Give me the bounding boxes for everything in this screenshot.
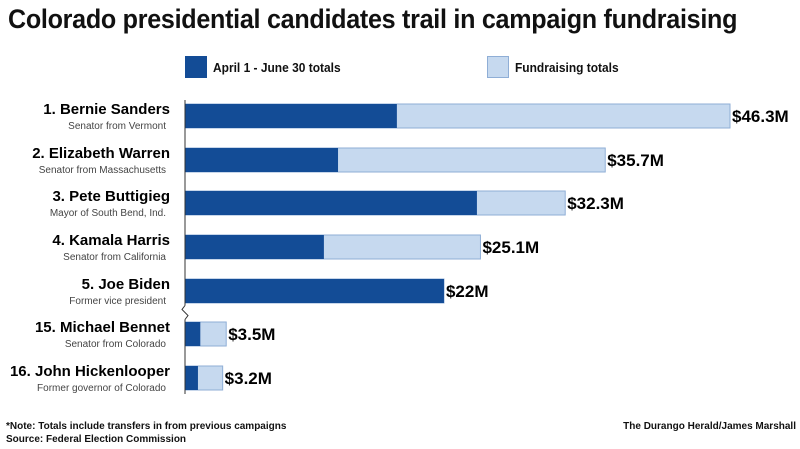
bar-q2 xyxy=(185,148,339,172)
category-subtitle: Senator from California xyxy=(63,252,166,263)
category-label: 4. Kamala Harris xyxy=(52,232,170,249)
legend-label-q2: April 1 - June 30 totals xyxy=(213,59,341,75)
data-label: $3.5M xyxy=(228,325,275,344)
bar-row: 16. John Hickenlooper Former governor of … xyxy=(10,363,272,394)
category-label: 16. John Hickenlooper xyxy=(10,363,170,380)
legend-item-total: Fundraising totals xyxy=(487,56,628,78)
chart-title: Colorado presidential candidates trail i… xyxy=(8,4,738,34)
bar-q2 xyxy=(185,322,201,346)
category-subtitle: Senator from Vermont xyxy=(68,121,166,132)
data-label: $22M xyxy=(446,282,489,301)
bar-row: 5. Joe Biden Former vice president $22M xyxy=(69,276,488,307)
legend-label-total: Fundraising totals xyxy=(515,59,619,75)
axis-break-marker xyxy=(181,305,189,320)
data-label: $35.7M xyxy=(607,151,664,170)
legend-swatch-q2 xyxy=(185,56,207,78)
category-subtitle: Former governor of Colorado xyxy=(37,383,166,394)
legend-swatch-total xyxy=(487,56,509,78)
category-label: 15. Michael Bennet xyxy=(35,319,170,336)
category-label: 3. Pete Buttigieg xyxy=(52,188,170,205)
bar-q2 xyxy=(185,191,477,215)
bar-row: 1. Bernie Sanders Senator from Vermont $46… xyxy=(43,101,788,132)
bar-q2 xyxy=(185,235,324,259)
category-label: 5. Joe Biden xyxy=(82,276,170,293)
category-subtitle: Senator from Colorado xyxy=(65,339,167,350)
category-subtitle: Mayor of South Bend, Ind. xyxy=(50,208,166,219)
category-label: 2. Elizabeth Warren xyxy=(32,145,170,162)
bar-row: 15. Michael Bennet Senator from Colorado $… xyxy=(35,319,275,350)
data-label: $32.3M xyxy=(567,194,624,213)
legend: April 1 - June 30 totals Fundraising tot… xyxy=(0,56,800,82)
data-label: $46.3M xyxy=(732,107,789,126)
bar-q2 xyxy=(185,366,198,390)
footer-source: Source: Federal Election Commission xyxy=(6,434,187,445)
bar-q2 xyxy=(185,104,397,128)
bar-q2 xyxy=(185,279,444,303)
footer-note: *Note: Totals include transfers in from … xyxy=(6,421,287,432)
footer-credit: The Durango Herald/James Marshall xyxy=(623,421,796,432)
bar-row: 2. Elizabeth Warren Senator from Massachu… xyxy=(32,145,664,176)
category-subtitle: Senator from Massachusetts xyxy=(39,165,166,176)
category-label: 1. Bernie Sanders xyxy=(43,101,170,118)
data-label: $25.1M xyxy=(482,238,539,257)
category-subtitle: Former vice president xyxy=(69,296,166,307)
legend-item-q2: April 1 - June 30 totals xyxy=(185,56,352,78)
bar-row: 3. Pete Buttigieg Mayor of South Bend, In… xyxy=(50,188,624,219)
bar-row: 4. Kamala Harris Senator from California $… xyxy=(52,232,539,263)
data-label: $3.2M xyxy=(225,369,272,388)
